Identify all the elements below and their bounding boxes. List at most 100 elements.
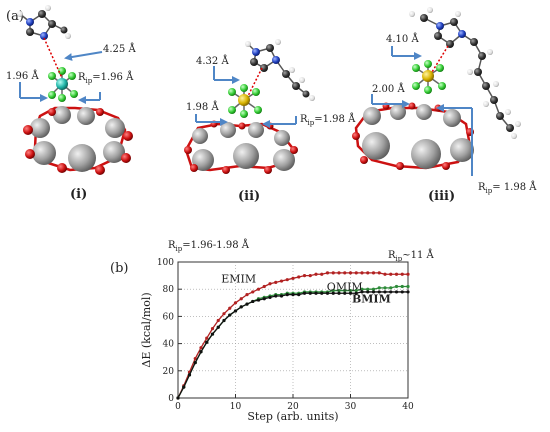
data-point-emim: [222, 312, 226, 316]
data-point-bmim: [285, 293, 289, 297]
annotation-right: Rip~11 Å: [388, 249, 435, 263]
y-tick-label: 0: [168, 394, 174, 404]
rip-label: Rip=1.96 Å: [78, 71, 134, 85]
ring-atoms: [352, 102, 474, 170]
panel-b: (b) Rip=1.96-1.98 Å Rip~11 Å 0 20 40 60 80 10…: [110, 239, 435, 423]
y-axis-label: ΔE (kcal/mol): [140, 292, 153, 367]
data-point-emim: [400, 272, 404, 276]
data-point-emim: [256, 287, 261, 291]
data-point-bmim: [302, 291, 307, 295]
plot-grid: [178, 262, 408, 398]
data-point-bmim: [406, 290, 410, 294]
x-tick-label: 30: [345, 402, 357, 412]
structure-iii-label: (iii): [428, 189, 455, 204]
yellow-atom: [238, 94, 250, 106]
series-label-bmim: BMIM: [352, 293, 391, 306]
data-point-bmim: [187, 373, 192, 377]
structure-iii: 4.10 Å 2.00 Å Rip= 1.98 Å (iii): [352, 7, 537, 204]
metal-distance-label: 1.96 Å: [6, 70, 39, 82]
data-point-bmim: [176, 396, 180, 400]
data-point-bmim: [245, 302, 249, 306]
distance-line: [247, 67, 263, 97]
plot-series: [176, 271, 410, 400]
rip-label: Rip=1.98 Å: [300, 113, 356, 127]
data-point-emim: [377, 271, 381, 275]
data-point-emim: [308, 274, 312, 278]
series-label-emim: EMIM: [221, 272, 256, 285]
structure-i: 4.25 Å 1.96 Å Rip=1.96 Å (i): [6, 5, 136, 202]
data-point-emim: [251, 290, 255, 294]
data-point-bmim: [297, 293, 301, 297]
data-point-bmim: [371, 290, 376, 294]
data-point-bmim: [325, 291, 330, 295]
data-point-omim: [343, 288, 347, 293]
structure-ii-label: (ii): [238, 189, 260, 204]
structure-i-label: (i): [70, 187, 87, 202]
axis-ticks: 0 20 40 60 80 100 0 10 20 30 40: [157, 258, 414, 412]
data-point-emim: [320, 272, 324, 276]
data-point-bmim: [251, 299, 255, 304]
data-point-bmim: [222, 318, 226, 323]
data-point-bmim: [233, 309, 238, 313]
data-point-emim: [360, 271, 364, 275]
data-point-omim: [389, 286, 393, 290]
data-point-omim: [400, 284, 404, 289]
data-point-bmim: [291, 293, 295, 297]
data-point-omim: [348, 288, 353, 293]
ring-atoms: [184, 120, 298, 174]
data-point-emim: [205, 336, 209, 340]
data-point-omim: [337, 288, 341, 293]
rip-label: Rip= 1.98 Å: [478, 181, 537, 195]
data-point-emim: [285, 278, 289, 282]
data-point-emim: [406, 272, 410, 276]
data-point-bmim: [210, 332, 215, 336]
y-tick-label: 60: [163, 312, 175, 322]
data-point-emim: [279, 279, 284, 283]
data-point-bmim: [320, 291, 324, 295]
data-point-emim: [366, 271, 370, 275]
x-tick-label: 10: [230, 402, 242, 412]
data-point-bmim: [337, 291, 341, 295]
data-point-bmim: [268, 295, 272, 299]
data-point-bmim: [262, 297, 266, 301]
data-point-emim: [297, 275, 301, 279]
data-point-emim: [262, 284, 266, 289]
data-point-omim: [354, 288, 358, 293]
data-point-emim: [216, 318, 220, 323]
data-point-omim: [406, 284, 410, 289]
y-tick-label: 40: [163, 340, 175, 350]
data-point-bmim: [394, 290, 399, 294]
distance-line: [431, 45, 449, 73]
distance-line: [43, 37, 63, 79]
distance-label: 4.32 Å: [196, 55, 229, 67]
data-point-bmim: [354, 291, 358, 295]
data-point-bmim: [400, 290, 404, 294]
distance-arrow: [64, 51, 103, 61]
data-point-bmim: [205, 340, 209, 344]
data-point-bmim: [228, 313, 232, 317]
data-point-bmim: [314, 291, 318, 295]
x-axis-label: Step (arb. units): [247, 410, 338, 423]
x-tick-label: 0: [175, 402, 181, 412]
data-point-bmim: [256, 298, 261, 302]
data-point-omim: [377, 286, 381, 290]
yellow-atom: [422, 70, 434, 82]
y-tick-label: 20: [163, 367, 175, 377]
data-point-emim: [228, 306, 232, 310]
data-point-bmim: [239, 305, 243, 309]
data-point-omim: [371, 287, 376, 291]
data-point-emim: [199, 346, 203, 350]
data-point-bmim: [308, 291, 312, 295]
data-point-bmim: [216, 325, 220, 329]
structure-ii: 4.32 Å 1.98 Å Rip=1.98 Å (ii): [184, 39, 356, 204]
data-point-bmim: [389, 290, 393, 294]
distance-label: 4.10 Å: [386, 33, 419, 45]
data-point-omim: [394, 284, 399, 289]
y-tick-label: 80: [163, 285, 175, 295]
data-point-emim: [354, 271, 358, 275]
data-point-emim: [268, 282, 272, 286]
metal-distance-label: 2.00 Å: [372, 83, 405, 95]
panel-b-label: (b): [110, 261, 128, 276]
x-tick-label: 20: [287, 402, 299, 412]
